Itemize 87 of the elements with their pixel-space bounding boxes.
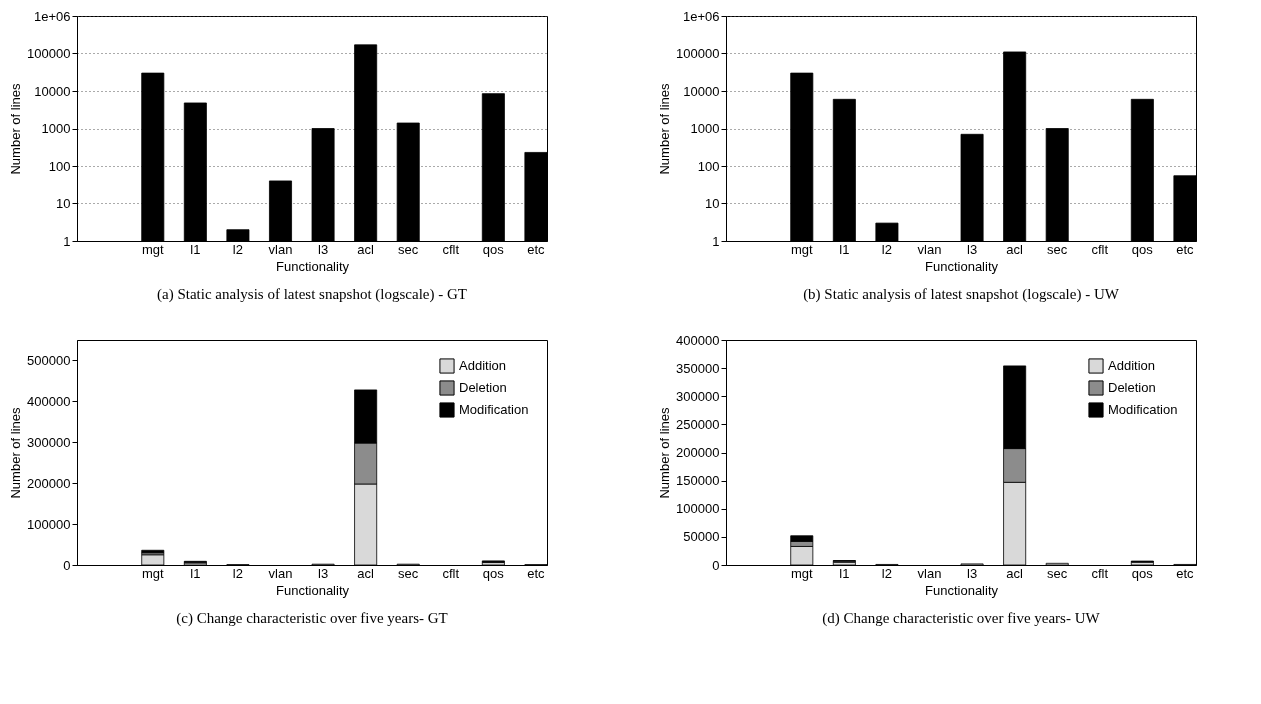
- x-tick-label: l1: [839, 241, 850, 257]
- x-tick-label: acl: [357, 565, 375, 581]
- legend-label: Deletion: [459, 380, 507, 395]
- x-tick-label: acl: [1006, 565, 1024, 581]
- x-tick-label: sec: [1047, 565, 1068, 581]
- y-tick-label: 10000: [683, 83, 720, 99]
- x-tick-label: etc: [1176, 241, 1195, 257]
- x-tick-label: l1: [190, 241, 201, 257]
- y-axis-title: Number of lines: [657, 406, 673, 499]
- y-axis-title: Number of lines: [8, 82, 24, 175]
- legend-label: Addition: [1108, 358, 1155, 373]
- y-tick-label: 400000: [27, 393, 71, 409]
- y-tick-label: 50000: [683, 529, 720, 545]
- x-tick-label: l3: [318, 241, 329, 257]
- y-tick-label: 150000: [676, 473, 720, 489]
- x-axis-title: Functionality: [925, 582, 999, 598]
- x-axis-title: Functionality: [276, 582, 350, 598]
- x-tick-label: etc: [527, 565, 546, 581]
- y-tick-label: 1e+06: [33, 8, 71, 24]
- text: (d) Change characteristic over five years- UW: [822, 610, 1101, 627]
- x-tick-label: qos: [1131, 241, 1154, 257]
- x-tick-label: cflt: [1091, 565, 1109, 581]
- y-tick-label: 10000: [34, 83, 71, 99]
- x-tick-label: l3: [318, 565, 329, 581]
- x-tick-label: sec: [1047, 241, 1068, 257]
- y-tick-label: 200000: [676, 445, 720, 460]
- x-tick-label: vlan: [268, 565, 293, 581]
- x-tick-label: etc: [1176, 565, 1195, 581]
- text: (c) Change characteristic over five years- GT: [176, 610, 448, 627]
- x-axis-title: Functionality: [276, 258, 350, 274]
- x-tick-label: mgt: [790, 241, 813, 257]
- x-tick-label: sec: [398, 241, 419, 257]
- y-tick-label: 0: [63, 557, 71, 573]
- x-tick-label: l3: [967, 565, 978, 581]
- y-tick-label: 1000: [41, 121, 71, 136]
- y-tick-label: 300000: [27, 434, 71, 450]
- y-tick-label: 100000: [27, 46, 71, 61]
- x-tick-label: l3: [967, 241, 978, 257]
- y-axis-title: Number of lines: [657, 82, 673, 175]
- x-tick-label: mgt: [790, 565, 813, 581]
- x-tick-label: l2: [881, 565, 892, 581]
- y-tick-label: 100000: [676, 501, 720, 517]
- y-tick-label: 350000: [676, 360, 720, 376]
- y-tick-label: 250000: [676, 416, 720, 432]
- x-tick-label: qos: [482, 565, 505, 581]
- x-tick-label: vlan: [917, 565, 942, 581]
- legend-label: Deletion: [1108, 380, 1156, 395]
- x-tick-label: l2: [232, 565, 243, 581]
- x-tick-label: sec: [398, 565, 419, 581]
- y-tick-label: 100: [697, 158, 720, 174]
- y-tick-label: 1: [63, 233, 71, 249]
- x-tick-label: qos: [1131, 565, 1154, 581]
- x-tick-label: cflt: [442, 565, 460, 581]
- x-tick-label: l2: [232, 241, 243, 257]
- text: (a) Static analysis of latest snapshot (logscale) - GT: [157, 286, 467, 303]
- x-tick-label: cflt: [442, 241, 460, 257]
- text: (b) Static analysis of latest snapshot (logscale) - UW: [803, 286, 1120, 303]
- y-tick-label: 200000: [27, 475, 71, 491]
- y-tick-label: 10: [56, 196, 71, 211]
- x-tick-label: mgt: [141, 241, 164, 257]
- x-tick-label: l2: [881, 241, 892, 257]
- y-tick-label: 0: [712, 557, 720, 573]
- y-tick-label: 10: [705, 196, 720, 211]
- x-tick-label: l1: [839, 565, 850, 581]
- y-tick-label: 1: [712, 233, 720, 249]
- y-tick-label: 1000: [690, 121, 720, 136]
- y-tick-label: 300000: [676, 388, 720, 404]
- y-tick-label: 100: [48, 158, 71, 174]
- legend-label: Modification: [1108, 402, 1178, 417]
- legend-label: Modification: [459, 402, 529, 417]
- x-tick-label: etc: [527, 241, 546, 257]
- y-tick-label: 100000: [27, 516, 71, 532]
- y-tick-label: 400000: [676, 332, 720, 348]
- y-tick-label: 500000: [27, 352, 71, 368]
- legend-label: Addition: [459, 358, 506, 373]
- y-axis-title: Number of lines: [8, 406, 24, 499]
- x-tick-label: vlan: [917, 241, 942, 257]
- y-tick-label: 1e+06: [682, 8, 720, 24]
- x-tick-label: l1: [190, 565, 201, 581]
- x-tick-label: acl: [357, 241, 375, 257]
- x-tick-label: qos: [482, 241, 505, 257]
- x-axis-title: Functionality: [925, 258, 999, 274]
- x-tick-label: vlan: [268, 241, 293, 257]
- x-tick-label: acl: [1006, 241, 1024, 257]
- y-tick-label: 100000: [676, 46, 720, 61]
- x-tick-label: mgt: [141, 565, 164, 581]
- x-tick-label: cflt: [1091, 241, 1109, 257]
